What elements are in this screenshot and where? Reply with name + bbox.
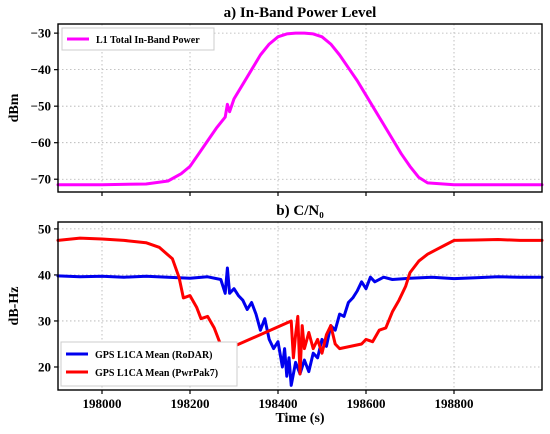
panel-b-legend: GPS L1CA Mean (RoDAR) GPS L1CA Mean (Pwr…: [60, 341, 238, 387]
panel-b-ytick-label-0: 20: [38, 359, 51, 374]
panel-b-xlabel: Time (s): [275, 411, 324, 426]
panel-b-ytick-label-3: 50: [38, 221, 51, 236]
panel-b-xtick-label-198000: 198000: [83, 396, 122, 411]
panel-a-in-band-power: a) In-Band Power Level −70 −60 −50 −40 −30 d…: [7, 5, 544, 196]
panel-a-ytick-label-0: −70: [31, 172, 51, 187]
panel-a-frame: [57, 23, 543, 193]
panel-a-title: a) In-Band Power Level: [224, 5, 377, 21]
panel-a-lines: [56, 31, 544, 187]
panel-b-frame: [57, 221, 543, 391]
panel-a-ytick-label-4: −30: [31, 26, 51, 41]
panel-a-ylabel: dBm: [7, 93, 22, 122]
panel-a-ticks: −70 −60 −50 −40 −30: [31, 26, 455, 196]
panel-a-ytick-label-1: −60: [31, 135, 51, 150]
series-line-gps-l1ca-mean-rodar: [56, 266, 544, 387]
panel-b-xtick-label-198600: 198600: [347, 396, 386, 411]
panel-b-ytick-label-1: 30: [38, 313, 51, 328]
panel-a-ytick-label-2: −50: [31, 99, 51, 114]
panel-b-title: b) C/N₀: [276, 203, 324, 219]
panel-b-ytick-label-2: 40: [38, 267, 51, 282]
series-line-l1-total-in-band-power: [56, 31, 544, 187]
panel-a-ytick-label-3: −40: [31, 62, 51, 77]
panel-b-ticks: 198000 198200 198400 198600 198800 20 30 40 50: [38, 221, 474, 411]
legend-label-rodar: GPS L1CA Mean (RoDAR): [95, 350, 213, 361]
panel-b-ylabel: dB-Hz: [7, 287, 22, 326]
panel-b-lines: [56, 236, 544, 387]
panel-b-cn0: b) C/N₀ 198000 198200 198400 198600 198800 20…: [7, 203, 544, 426]
panel-a-legend-box: [61, 27, 215, 51]
panel-b-xtick-label-198400: 198400: [259, 396, 298, 411]
series-line-gps-l1ca-mean-pwrpak7: [56, 236, 544, 376]
legend-label-pwrpak7: GPS L1CA Mean (PwrPak7): [95, 368, 218, 379]
legend-label-l1-total-power: L1 Total In-Band Power: [96, 35, 200, 46]
panel-b-legend-box: [60, 341, 238, 387]
panel-b-xtick-label-198200: 198200: [171, 396, 210, 411]
panel-b-xtick-label-198800: 198800: [435, 396, 474, 411]
panel-a-legend: L1 Total In-Band Power: [61, 27, 215, 51]
